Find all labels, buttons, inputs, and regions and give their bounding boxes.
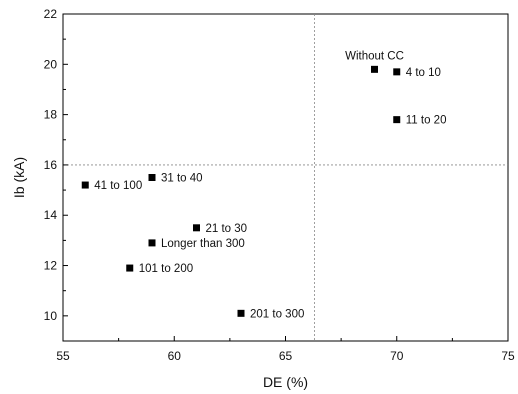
data-label: 101 to 200: [139, 263, 193, 275]
data-point: [393, 68, 401, 76]
reference-lines: [63, 14, 508, 341]
data-label: 11 to 20: [406, 115, 447, 127]
y-tick-label: 16: [44, 158, 58, 172]
data-label: 201 to 300: [250, 308, 304, 320]
plot-area: [62, 13, 509, 342]
y-tick-label: 10: [44, 309, 58, 323]
y-tick-label: 18: [44, 108, 58, 122]
y-axis-ticks: 10 12 14 16 18 20 22: [44, 7, 68, 323]
y-tick-label: 22: [44, 7, 58, 21]
x-tick-label: 65: [279, 349, 293, 363]
y-tick-label: 12: [44, 259, 58, 273]
x-axis-label: DE (%): [263, 374, 308, 390]
data-point: [148, 239, 156, 247]
y-axis-label: Ib (kA): [11, 157, 27, 198]
data-points: Without CC4 to 10 11 to 20 31 to 40 41 to 1…: [81, 50, 447, 320]
data-point: [237, 309, 245, 317]
data-point: [393, 116, 401, 124]
data-label: Without CC: [345, 50, 404, 62]
y-tick-label: 14: [44, 208, 58, 222]
x-tick-label: 75: [501, 349, 515, 363]
data-label: 4 to 10: [406, 67, 441, 79]
data-point: [371, 65, 378, 73]
data-label: Longer than 300: [161, 238, 245, 250]
x-tick-label: 55: [56, 349, 70, 363]
data-label: 21 to 30: [206, 223, 248, 235]
y-tick-label: 20: [44, 57, 58, 71]
data-point: [126, 264, 134, 272]
data-label: 31 to 40: [161, 173, 203, 185]
data-label: 41 to 100: [94, 180, 142, 192]
data-point: [148, 174, 156, 181]
x-axis-ticks: 55 60 65 70 75: [56, 336, 515, 363]
x-tick-label: 60: [168, 349, 182, 363]
data-point: [193, 224, 200, 232]
x-tick-label: 70: [390, 349, 404, 363]
data-point: [81, 181, 89, 189]
